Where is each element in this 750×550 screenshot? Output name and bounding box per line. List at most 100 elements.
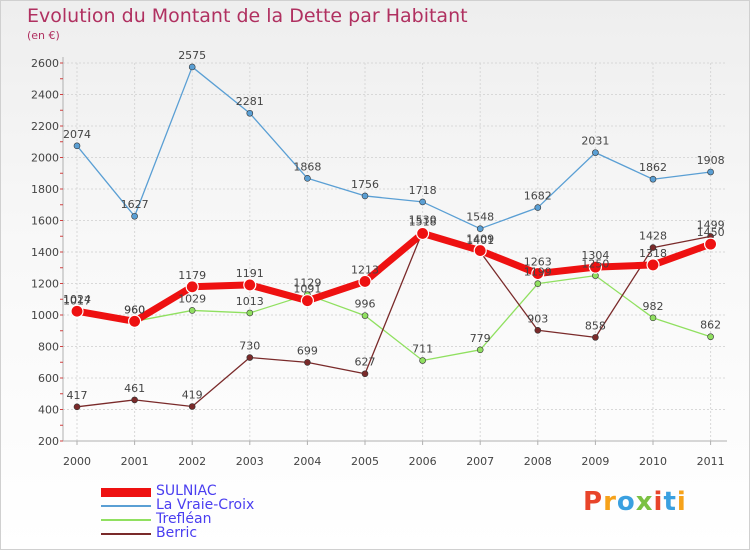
data-label: 996 <box>355 298 376 311</box>
data-label: 1718 <box>409 184 437 197</box>
data-point <box>649 244 657 251</box>
data-point <box>128 314 142 328</box>
data-label: 1518 <box>409 215 437 228</box>
data-point <box>361 312 369 319</box>
data-label: 960 <box>124 303 145 316</box>
data-label: 1862 <box>639 161 667 174</box>
y-tick-label: 2000 <box>31 152 59 165</box>
data-label: 862 <box>700 319 721 332</box>
legend-swatch <box>101 505 151 507</box>
data-point <box>300 294 314 308</box>
y-tick-label: 800 <box>38 341 59 354</box>
y-tick-label: 1600 <box>31 215 59 228</box>
y-tick-label: 1400 <box>31 246 59 259</box>
series-line-berric <box>76 230 711 408</box>
data-point <box>361 370 369 378</box>
y-tick-label: 1200 <box>31 278 59 291</box>
legend-label: Trefléan <box>156 511 212 527</box>
data-point <box>304 359 311 366</box>
y-tick-label: 600 <box>38 372 59 385</box>
x-tick-label: 2000 <box>63 455 91 468</box>
x-tick-label: 2001 <box>121 455 149 468</box>
data-point <box>707 168 714 176</box>
data-point <box>73 403 81 411</box>
data-label: 1191 <box>236 267 264 280</box>
data-label: 1213 <box>351 263 379 276</box>
data-label: 2575 <box>178 49 206 62</box>
data-label: 730 <box>239 340 260 353</box>
data-label: 1017 <box>63 294 91 307</box>
data-label: 1263 <box>524 256 552 269</box>
data-label: 1250 <box>581 258 609 271</box>
data-label: 1530 <box>409 214 437 227</box>
data-label: 1401 <box>466 234 494 247</box>
unit-label: (en €) <box>27 29 60 42</box>
data-point <box>304 174 311 182</box>
x-tick-label: 2004 <box>293 455 321 468</box>
data-label: 1756 <box>351 178 379 191</box>
data-label: 1024 <box>63 293 91 306</box>
data-point <box>131 396 138 404</box>
data-point <box>419 198 426 206</box>
data-label: 461 <box>124 382 145 395</box>
data-point <box>246 109 254 117</box>
data-point <box>531 266 545 281</box>
data-point <box>358 274 372 289</box>
data-label: 1304 <box>581 249 609 262</box>
data-point <box>246 354 254 361</box>
data-label: 1450 <box>697 226 725 239</box>
y-tick-label: 200 <box>38 435 59 448</box>
data-label: 1179 <box>178 269 206 282</box>
series-line-la-vraie-croix <box>76 66 711 230</box>
data-point <box>534 326 542 334</box>
data-point <box>534 280 542 287</box>
x-tick-label: 2003 <box>236 455 264 468</box>
x-tick-label: 2005 <box>351 455 379 468</box>
data-label: 779 <box>470 332 491 345</box>
legend-label: Berric <box>156 525 198 541</box>
data-point <box>361 192 369 200</box>
data-point <box>185 280 199 294</box>
legend-swatch <box>101 487 151 497</box>
y-tick-label: 2600 <box>31 57 59 70</box>
data-label: 1091 <box>293 283 321 296</box>
data-label: 1548 <box>466 211 494 224</box>
data-point <box>646 258 660 272</box>
data-point <box>243 278 257 292</box>
data-label: 419 <box>182 389 203 402</box>
data-point <box>703 237 718 251</box>
data-label: 627 <box>355 356 376 369</box>
data-point <box>246 309 254 317</box>
data-point <box>188 403 196 410</box>
data-point <box>592 149 599 156</box>
data-point <box>707 333 714 341</box>
data-label: 711 <box>412 343 433 356</box>
data-point <box>588 260 603 274</box>
data-point <box>188 63 196 71</box>
data-label: 1428 <box>639 230 667 243</box>
legend-label: La Vraie-Croix <box>156 497 255 513</box>
data-label: 1013 <box>236 295 264 308</box>
data-label: 1627 <box>121 198 149 211</box>
data-point <box>476 225 484 232</box>
data-label: 2031 <box>581 135 609 148</box>
data-label: 1199 <box>524 266 552 279</box>
data-label: 1318 <box>639 247 667 260</box>
data-point <box>649 314 657 322</box>
x-tick-label: 2007 <box>466 455 494 468</box>
legend-swatch <box>101 533 151 535</box>
data-label: 903 <box>527 312 548 325</box>
data-label: 417 <box>67 389 88 402</box>
legend-label: SULNIAC <box>156 483 217 499</box>
data-point <box>73 142 81 150</box>
x-tick-label: 2010 <box>639 455 667 468</box>
data-point <box>649 175 657 183</box>
data-point <box>476 346 484 354</box>
data-label: 1499 <box>697 218 725 231</box>
data-point <box>419 357 426 364</box>
proxiti-logo: Proxiti <box>583 487 687 517</box>
data-label: 1129 <box>293 277 321 290</box>
y-tick-label: 1000 <box>31 309 59 322</box>
